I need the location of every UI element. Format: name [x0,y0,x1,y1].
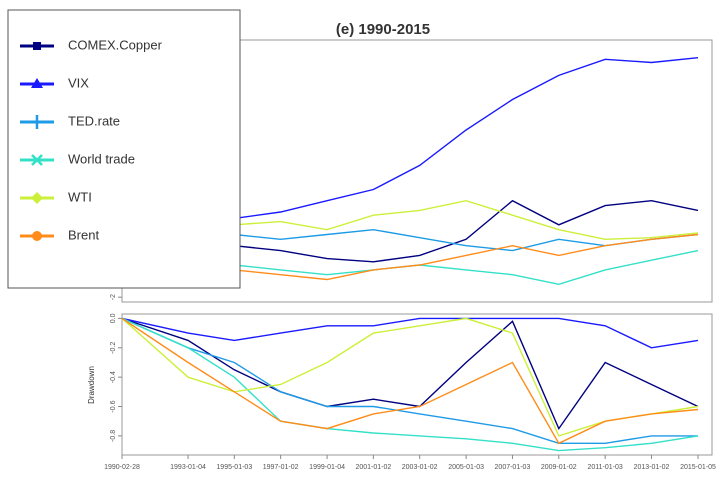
x-tick-label: 1990-02-28 [104,464,140,471]
series-line [121,317,698,444]
x-tick-label: 1995-01-03 [216,464,252,471]
x-tick-label: 2007-01-03 [495,464,531,471]
y-tick-label: 0.0 [110,313,117,323]
x-tick-label: 2009-01-02 [541,464,577,471]
y-tick-label: -0.6 [110,400,117,412]
y-tick-label: -2 [110,294,117,300]
legend-label: WTI [68,189,92,204]
legend-label: World trade [68,151,135,166]
legend-marker [33,42,41,50]
y-tick-label: -0.8 [110,430,117,442]
legend-label: VIX [68,75,89,90]
legend-label: TED.rate [68,113,120,128]
series-line [121,317,699,349]
x-tick-label: 1993-01-04 [170,464,206,471]
x-tick-label: 2011-01-03 [588,464,623,471]
legend-label: Brent [68,227,99,242]
series-line [121,317,699,452]
legend-marker [31,192,43,204]
legend-marker [31,78,43,88]
legend-box [7,9,241,289]
x-tick-label: 2005-01-03 [448,464,484,471]
x-tick-label: 2003-01-02 [402,464,438,471]
series-line [121,317,699,445]
x-tick-label: 1997-01-02 [263,464,299,471]
x-tick-label: 2013-01-02 [634,464,670,471]
x-tick-label: 2015-01-05 [680,464,716,471]
legend-marker [32,231,42,241]
legend-marker [31,154,43,166]
y-axis-label: Drawdown [87,366,96,404]
y-tick-label: -0.2 [110,342,117,354]
x-tick-label: 1999-01-04 [309,464,345,471]
x-tick-label: 2001-01-02 [355,464,391,471]
chart-title: (e) 1990-2015 [336,21,430,38]
bottom-panel [121,313,713,456]
y-tick-label: -0.4 [110,371,117,383]
legend: COMEX.Copper VIX TED.rate World trade WTI Bre… [7,9,241,289]
legend-label: COMEX.Copper [68,37,163,52]
